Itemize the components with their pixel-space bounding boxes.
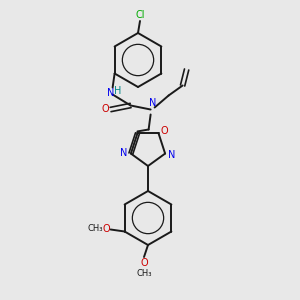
Text: N: N (120, 148, 128, 158)
Text: CH₃: CH₃ (88, 224, 103, 233)
Text: N: N (107, 88, 114, 98)
Text: H: H (114, 86, 121, 97)
Text: CH₃: CH₃ (136, 268, 152, 278)
Text: N: N (149, 98, 156, 109)
Text: Cl: Cl (135, 10, 145, 20)
Text: O: O (161, 126, 168, 136)
Text: N: N (168, 150, 176, 160)
Text: O: O (103, 224, 110, 233)
Text: O: O (102, 104, 110, 115)
Text: O: O (140, 258, 148, 268)
